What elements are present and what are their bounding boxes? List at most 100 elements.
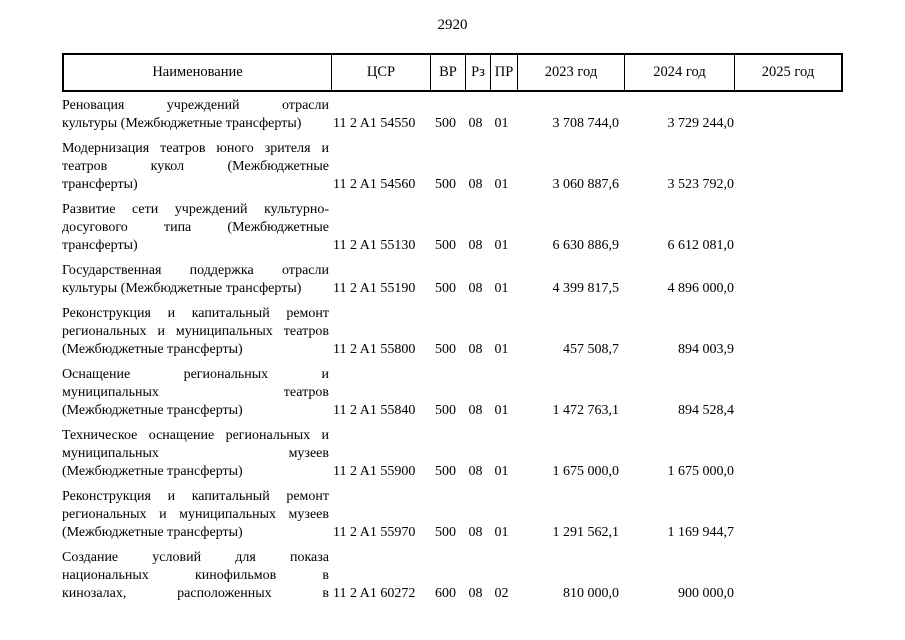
row-amount-2023: 810 000,0 — [563, 586, 619, 601]
row-amount-2023: 1 675 000,0 — [552, 464, 620, 479]
row-vr-code: 500 — [435, 342, 456, 357]
row-name-line: Реконструкция и капитальный ремонт — [62, 489, 329, 504]
row-name-line: трансферты) — [62, 177, 138, 192]
row-amount-2024: 1 169 944,7 — [667, 525, 735, 540]
row-name: Техническое оснащение региональных и муни… — [62, 427, 329, 481]
row-amount-2023: 1 291 562,1 — [552, 525, 620, 540]
row-amount-2024: 4 896 000,0 — [667, 281, 735, 296]
row-name-line: муниципальных театров — [62, 385, 329, 400]
row-rz-code: 08 — [468, 177, 483, 192]
table-header-row: Наименование ЦСР ВР Рз ПР 2023 год 2024 … — [62, 53, 843, 92]
row-vr-code: 600 — [435, 586, 456, 601]
table-row: Реновация учреждений отрасли культуры (Ме… — [62, 97, 843, 133]
row-name: Модернизация театров юного зрителя и теат… — [62, 140, 329, 194]
row-name-line: Создание условий для показа — [62, 550, 329, 565]
row-name: Реконструкция и капитальный ремонт регион… — [62, 488, 329, 542]
column-header-rz: Рз — [465, 55, 490, 90]
row-csr-code: 11 2 A1 55970 — [333, 525, 416, 540]
row-csr-code: 11 2 A1 54550 — [333, 116, 416, 131]
row-name-line: муниципальных музеев — [62, 446, 329, 461]
row-pr-code: 01 — [494, 464, 509, 479]
column-header-2024: 2024 год — [624, 55, 734, 90]
column-header-pr: ПР — [490, 55, 517, 90]
row-csr-code: 11 2 A1 55190 — [333, 281, 416, 296]
row-name-line: Развитие сети учреждений культурно- — [62, 202, 329, 217]
column-header-name: Наименование — [152, 64, 243, 80]
table-row: Создание условий для показа национальных … — [62, 549, 843, 603]
row-name: Государственная поддержка отрасли культур… — [62, 262, 329, 298]
row-vr-code: 500 — [435, 281, 456, 296]
row-name-line: Техническое оснащение региональных и — [62, 428, 329, 443]
row-name: Реновация учреждений отрасли культуры (Ме… — [62, 97, 329, 133]
column-header-2025: 2025 год — [734, 55, 841, 90]
column-header-2023: 2023 год — [517, 55, 624, 90]
table-row: Техническое оснащение региональных и муни… — [62, 427, 843, 481]
row-amount-2024: 900 000,0 — [678, 586, 734, 601]
row-amount-2023: 1 472 763,1 — [552, 403, 620, 418]
row-vr-code: 500 — [435, 238, 456, 253]
budget-table: Наименование ЦСР ВР Рз ПР 2023 год 2024 … — [62, 53, 843, 603]
row-name-line: региональных и муниципальных музеев — [62, 507, 329, 522]
table-row: Развитие сети учреждений культурно-досуг… — [62, 201, 843, 255]
table-row: Реконструкция и капитальный ремонт регион… — [62, 488, 843, 542]
page-number: 2920 — [437, 17, 468, 33]
row-name-line: (Межбюджетные трансферты) — [62, 464, 243, 479]
column-header-csr: ЦСР — [331, 55, 430, 90]
row-name-line: трансферты) — [62, 238, 138, 253]
row-pr-code: 01 — [494, 342, 509, 357]
row-name-line: Государственная поддержка отрасли — [62, 263, 329, 278]
row-pr-code: 01 — [494, 525, 509, 540]
row-vr-code: 500 — [435, 403, 456, 418]
row-vr-code: 500 — [435, 116, 456, 131]
row-name-line: культуры (Межбюджетные трансферты) — [62, 116, 302, 131]
table-row: Реконструкция и капитальный ремонт регион… — [62, 305, 843, 359]
row-amount-2024: 3 523 792,0 — [667, 177, 735, 192]
row-name-line: национальных кинофильмов в — [62, 568, 329, 583]
row-amount-2024: 894 528,4 — [678, 403, 734, 418]
row-name-line: досугового типа (Межбюджетные — [62, 220, 329, 235]
row-name: Развитие сети учреждений культурно-досуг… — [62, 201, 329, 255]
row-pr-code: 01 — [494, 403, 509, 418]
row-rz-code: 08 — [468, 116, 483, 131]
row-rz-code: 08 — [468, 464, 483, 479]
row-name-line: культуры (Межбюджетные трансферты) — [62, 281, 302, 296]
row-pr-code: 01 — [494, 281, 509, 296]
row-csr-code: 11 2 A1 55900 — [333, 464, 416, 479]
row-name-line: театров кукол (Межбюджетные — [62, 159, 329, 174]
row-rz-code: 08 — [468, 238, 483, 253]
row-rz-code: 08 — [468, 525, 483, 540]
row-csr-code: 11 2 A1 55130 — [333, 238, 416, 253]
row-rz-code: 08 — [468, 281, 483, 296]
table-row: Государственная поддержка отрасли культур… — [62, 262, 843, 298]
column-header-vr: ВР — [430, 55, 465, 90]
row-pr-code: 01 — [494, 238, 509, 253]
row-name-line: (Межбюджетные трансферты) — [62, 403, 243, 418]
row-name: Оснащение региональных и муниципальных те… — [62, 366, 329, 420]
row-rz-code: 08 — [468, 403, 483, 418]
row-amount-2024: 894 003,9 — [678, 342, 734, 357]
row-name-line: Оснащение региональных и — [62, 367, 329, 382]
row-name-line: (Межбюджетные трансферты) — [62, 525, 243, 540]
row-name-line: Реновация учреждений отрасли — [62, 98, 329, 113]
row-name: Создание условий для показа национальных … — [62, 549, 329, 603]
row-name-line: (Межбюджетные трансферты) — [62, 342, 243, 357]
row-amount-2023: 3 060 887,6 — [552, 177, 620, 192]
row-csr-code: 11 2 A1 55840 — [333, 403, 416, 418]
row-vr-code: 500 — [435, 525, 456, 540]
row-amount-2023: 457 508,7 — [563, 342, 619, 357]
row-name: Реконструкция и капитальный ремонт регион… — [62, 305, 329, 359]
row-name-line: Модернизация театров юного зрителя и — [62, 141, 329, 156]
row-csr-code: 11 2 A1 60272 — [333, 586, 416, 601]
row-pr-code: 02 — [494, 586, 509, 601]
row-amount-2023: 4 399 817,5 — [552, 281, 620, 296]
row-rz-code: 08 — [468, 586, 483, 601]
row-pr-code: 01 — [494, 177, 509, 192]
table-row: Модернизация театров юного зрителя и теат… — [62, 140, 843, 194]
table-body: Реновация учреждений отрасли культуры (Ме… — [62, 97, 843, 603]
row-vr-code: 500 — [435, 464, 456, 479]
row-amount-2024: 1 675 000,0 — [667, 464, 735, 479]
row-csr-code: 11 2 A1 55800 — [333, 342, 416, 357]
row-amount-2024: 6 612 081,0 — [667, 238, 735, 253]
row-pr-code: 01 — [494, 116, 509, 131]
